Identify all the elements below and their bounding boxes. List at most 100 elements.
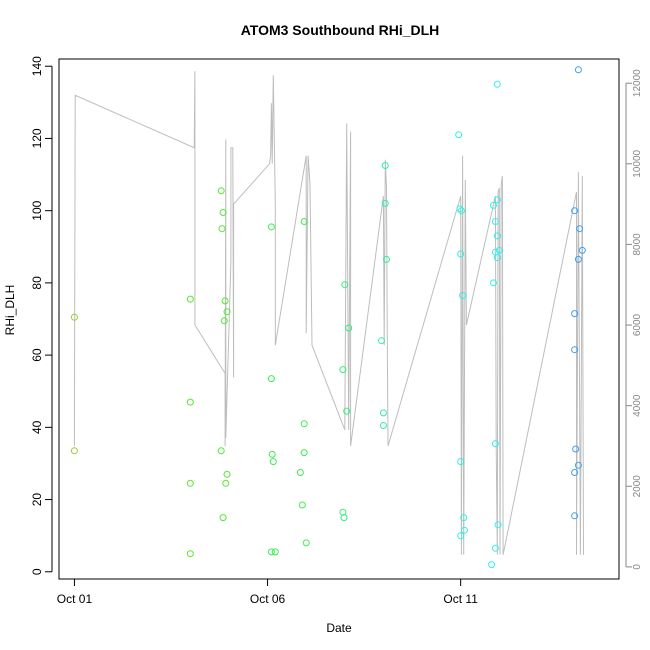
data-point [457,532,465,540]
x-tick-label: Oct 06 [250,592,286,606]
y-tick-label: 100 [30,200,44,220]
data-point [267,375,275,383]
data-point [223,308,231,316]
data-point [381,199,389,207]
data-point [459,292,467,299]
data-point [495,246,503,254]
data-point [572,445,580,453]
y-axis-right: 0 2000 4000 6000 8000 10000 12000 [625,69,643,570]
data-point [217,447,225,455]
data-point [456,205,464,213]
data-point [490,201,497,209]
data-point [457,207,465,215]
data-point [298,501,306,509]
data-point [302,539,310,547]
data-point [494,521,502,529]
data-point [574,461,582,469]
y-tick-label: 40 [30,420,44,434]
data-point [491,544,499,552]
y-tick-label: 0 [30,568,44,575]
data-point [267,548,275,556]
data-point [345,324,353,332]
data-point [220,317,228,325]
data-point [217,187,225,195]
data-point [340,514,348,522]
data-point [343,407,351,415]
data-point [491,218,499,225]
data-point [70,313,78,321]
y-tick-label: 140 [30,56,44,76]
data-point [218,225,226,233]
data-point [578,246,586,254]
data-point [490,279,497,287]
x-tick-label: Oct 01 [57,592,93,606]
chart-title: ATOM3 Southbound RHi_DLH [241,22,440,38]
data-point [300,449,308,457]
data-point [493,254,501,262]
y-tick-label: 120 [30,128,44,148]
data-point [70,447,78,455]
data-point [574,66,582,74]
data-point [455,131,463,139]
data-point [219,514,227,522]
data-point [267,223,275,231]
points-layer [70,66,586,569]
x-tick-label: Oct 11 [443,592,478,606]
data-point [221,297,229,305]
data-point [488,561,496,569]
data-point [223,470,231,478]
data-point [186,295,194,303]
y-tick-label: 80 [30,276,44,290]
data-point [339,366,347,374]
data-point [379,409,387,417]
data-point [186,550,194,558]
y-tick-label: 60 [30,348,44,362]
data-point [571,207,579,215]
data-point [296,469,304,476]
altitude-line-layer [73,71,584,555]
data-point [186,398,194,406]
x-axis: Oct 01 Oct 06 Oct 11 [57,578,478,606]
data-point [300,420,308,428]
x-axis-label: Date [326,621,352,635]
data-point [271,548,279,556]
data-point [383,255,390,263]
y2-tick-label: 12000 [632,69,643,97]
data-point [219,209,227,216]
data-point [574,255,582,263]
y2-tick-label: 8000 [632,233,643,256]
y2-tick-label: 6000 [632,313,643,336]
data-point [457,250,465,258]
data-point [341,281,349,289]
data-point [493,80,501,88]
y2-tick-label: 10000 [632,149,643,177]
data-point [571,469,579,476]
data-point [300,218,308,225]
data-point [460,514,468,522]
data-point [186,479,194,487]
data-point [491,440,499,448]
data-point [571,346,579,354]
y2-tick-label: 0 [632,564,643,570]
y-axis-label: RHi_DLH [3,285,17,336]
data-point [269,458,277,466]
data-point [379,422,387,429]
plot-area-border [58,58,620,580]
data-point [268,450,276,458]
data-point [381,162,389,169]
y2-tick-label: 2000 [632,475,643,498]
data-point [457,458,465,466]
altitude-line [73,71,584,555]
y-tick-label: 20 [30,493,44,507]
data-point [222,479,230,487]
data-point [493,232,501,240]
data-point [378,337,385,345]
data-point [493,196,501,204]
data-point [571,512,579,520]
y2-tick-label: 4000 [632,394,643,417]
y-axis-left: 0 20 40 60 80 100 120 140 [30,56,53,575]
data-point [576,225,584,233]
data-point [571,310,579,318]
data-point [461,526,468,534]
